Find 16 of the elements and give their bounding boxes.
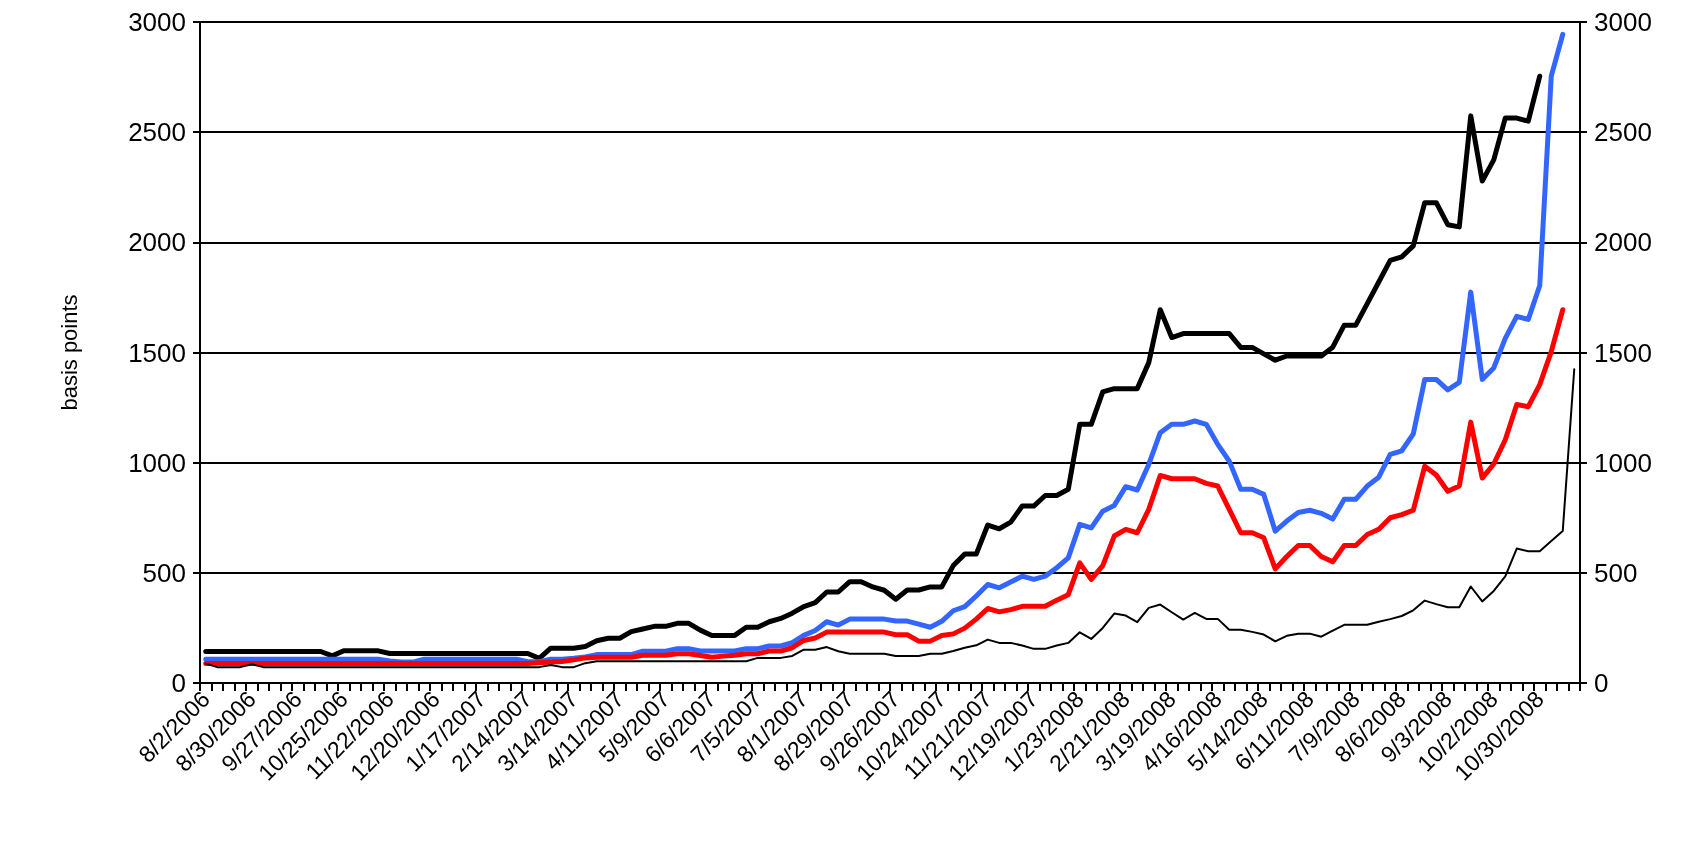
y-axis-title: basis points	[56, 294, 82, 411]
y2-tick-label: 3000	[1594, 7, 1652, 37]
y2-tick-label: 2000	[1594, 227, 1652, 258]
y2-tick-label: 500	[1594, 557, 1638, 588]
y-tick-label: 0	[171, 668, 186, 698]
y-tick-label: 1000	[128, 447, 186, 478]
y2-tick-label: 0	[1594, 668, 1609, 698]
y-tick-label: 2000	[128, 227, 186, 258]
y-tick-label: 2500	[128, 117, 186, 148]
line-series	[204, 368, 1576, 669]
y-tick-label: 500	[142, 557, 186, 588]
y2-tick-label: 1000	[1594, 447, 1652, 478]
y-tick-label: 3000	[128, 7, 186, 37]
y-tick-label: 1500	[128, 337, 186, 368]
y2-tick-label: 2500	[1594, 117, 1652, 148]
y2-tick-label: 1500	[1594, 337, 1652, 368]
